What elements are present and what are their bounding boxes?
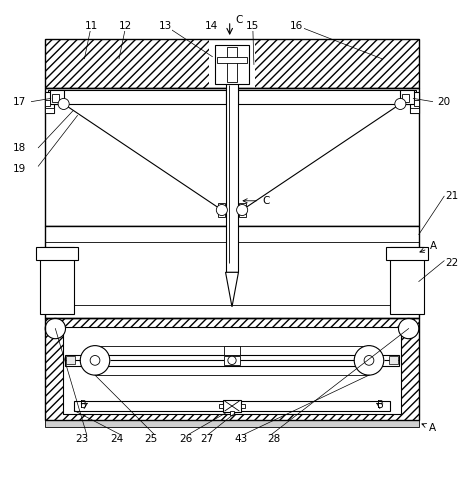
Bar xyxy=(223,399,240,412)
Bar xyxy=(39,247,74,314)
Circle shape xyxy=(363,356,373,365)
Text: 16: 16 xyxy=(289,21,302,31)
Bar xyxy=(240,404,245,408)
Text: 15: 15 xyxy=(245,21,259,31)
Bar xyxy=(45,93,54,113)
Bar xyxy=(223,356,240,365)
Polygon shape xyxy=(225,272,238,307)
Bar xyxy=(388,357,397,364)
Bar xyxy=(45,39,418,88)
Text: 28: 28 xyxy=(266,434,280,444)
Bar xyxy=(223,346,240,355)
Text: 14: 14 xyxy=(204,21,218,31)
Bar xyxy=(389,247,424,314)
Circle shape xyxy=(90,356,100,365)
Text: 22: 22 xyxy=(444,258,458,268)
Bar xyxy=(229,411,234,415)
Bar xyxy=(214,45,249,84)
Text: 21: 21 xyxy=(444,191,458,201)
Bar xyxy=(51,94,58,102)
Bar xyxy=(238,203,245,217)
Bar xyxy=(45,318,418,420)
Text: A: A xyxy=(419,241,437,252)
Text: 18: 18 xyxy=(13,143,26,153)
Text: 19: 19 xyxy=(13,164,26,173)
Bar xyxy=(74,401,389,411)
Text: 13: 13 xyxy=(158,21,171,31)
Bar xyxy=(225,82,238,272)
Bar xyxy=(217,57,246,62)
Bar xyxy=(63,327,400,414)
Text: 12: 12 xyxy=(119,21,132,31)
Bar xyxy=(409,93,418,113)
Bar xyxy=(65,355,398,366)
Bar xyxy=(45,88,418,226)
Text: 43: 43 xyxy=(234,434,247,444)
Bar xyxy=(36,247,78,260)
Text: C: C xyxy=(243,196,269,206)
Bar xyxy=(413,100,418,106)
Circle shape xyxy=(398,318,418,339)
Bar xyxy=(218,404,223,408)
Circle shape xyxy=(80,346,110,375)
Bar xyxy=(66,357,75,364)
Circle shape xyxy=(227,356,236,364)
Text: 26: 26 xyxy=(179,434,192,444)
Circle shape xyxy=(45,318,65,339)
Bar xyxy=(385,247,427,260)
Bar xyxy=(400,90,413,104)
Text: 23: 23 xyxy=(75,434,88,444)
Bar xyxy=(45,100,50,106)
Text: 11: 11 xyxy=(85,21,98,31)
Text: 20: 20 xyxy=(437,96,450,107)
Bar xyxy=(227,47,236,82)
Bar xyxy=(45,226,418,318)
Bar xyxy=(226,90,237,104)
Bar xyxy=(218,203,225,217)
Text: 17: 17 xyxy=(13,96,26,107)
Bar xyxy=(409,108,418,113)
Circle shape xyxy=(216,204,227,216)
Circle shape xyxy=(236,204,247,216)
Bar xyxy=(50,90,63,104)
Text: C: C xyxy=(235,15,243,25)
Text: 24: 24 xyxy=(110,434,123,444)
Bar xyxy=(45,39,418,88)
Circle shape xyxy=(58,98,69,109)
Bar xyxy=(47,90,416,104)
Text: 25: 25 xyxy=(144,434,157,444)
Bar xyxy=(45,108,54,113)
Text: B: B xyxy=(376,400,383,410)
Circle shape xyxy=(353,346,383,375)
Text: 27: 27 xyxy=(200,434,213,444)
Bar xyxy=(45,318,418,420)
Bar xyxy=(401,94,408,102)
Text: A: A xyxy=(421,423,435,433)
Bar xyxy=(45,420,418,427)
Bar xyxy=(208,39,255,88)
Circle shape xyxy=(394,98,405,109)
Text: B: B xyxy=(80,400,87,410)
